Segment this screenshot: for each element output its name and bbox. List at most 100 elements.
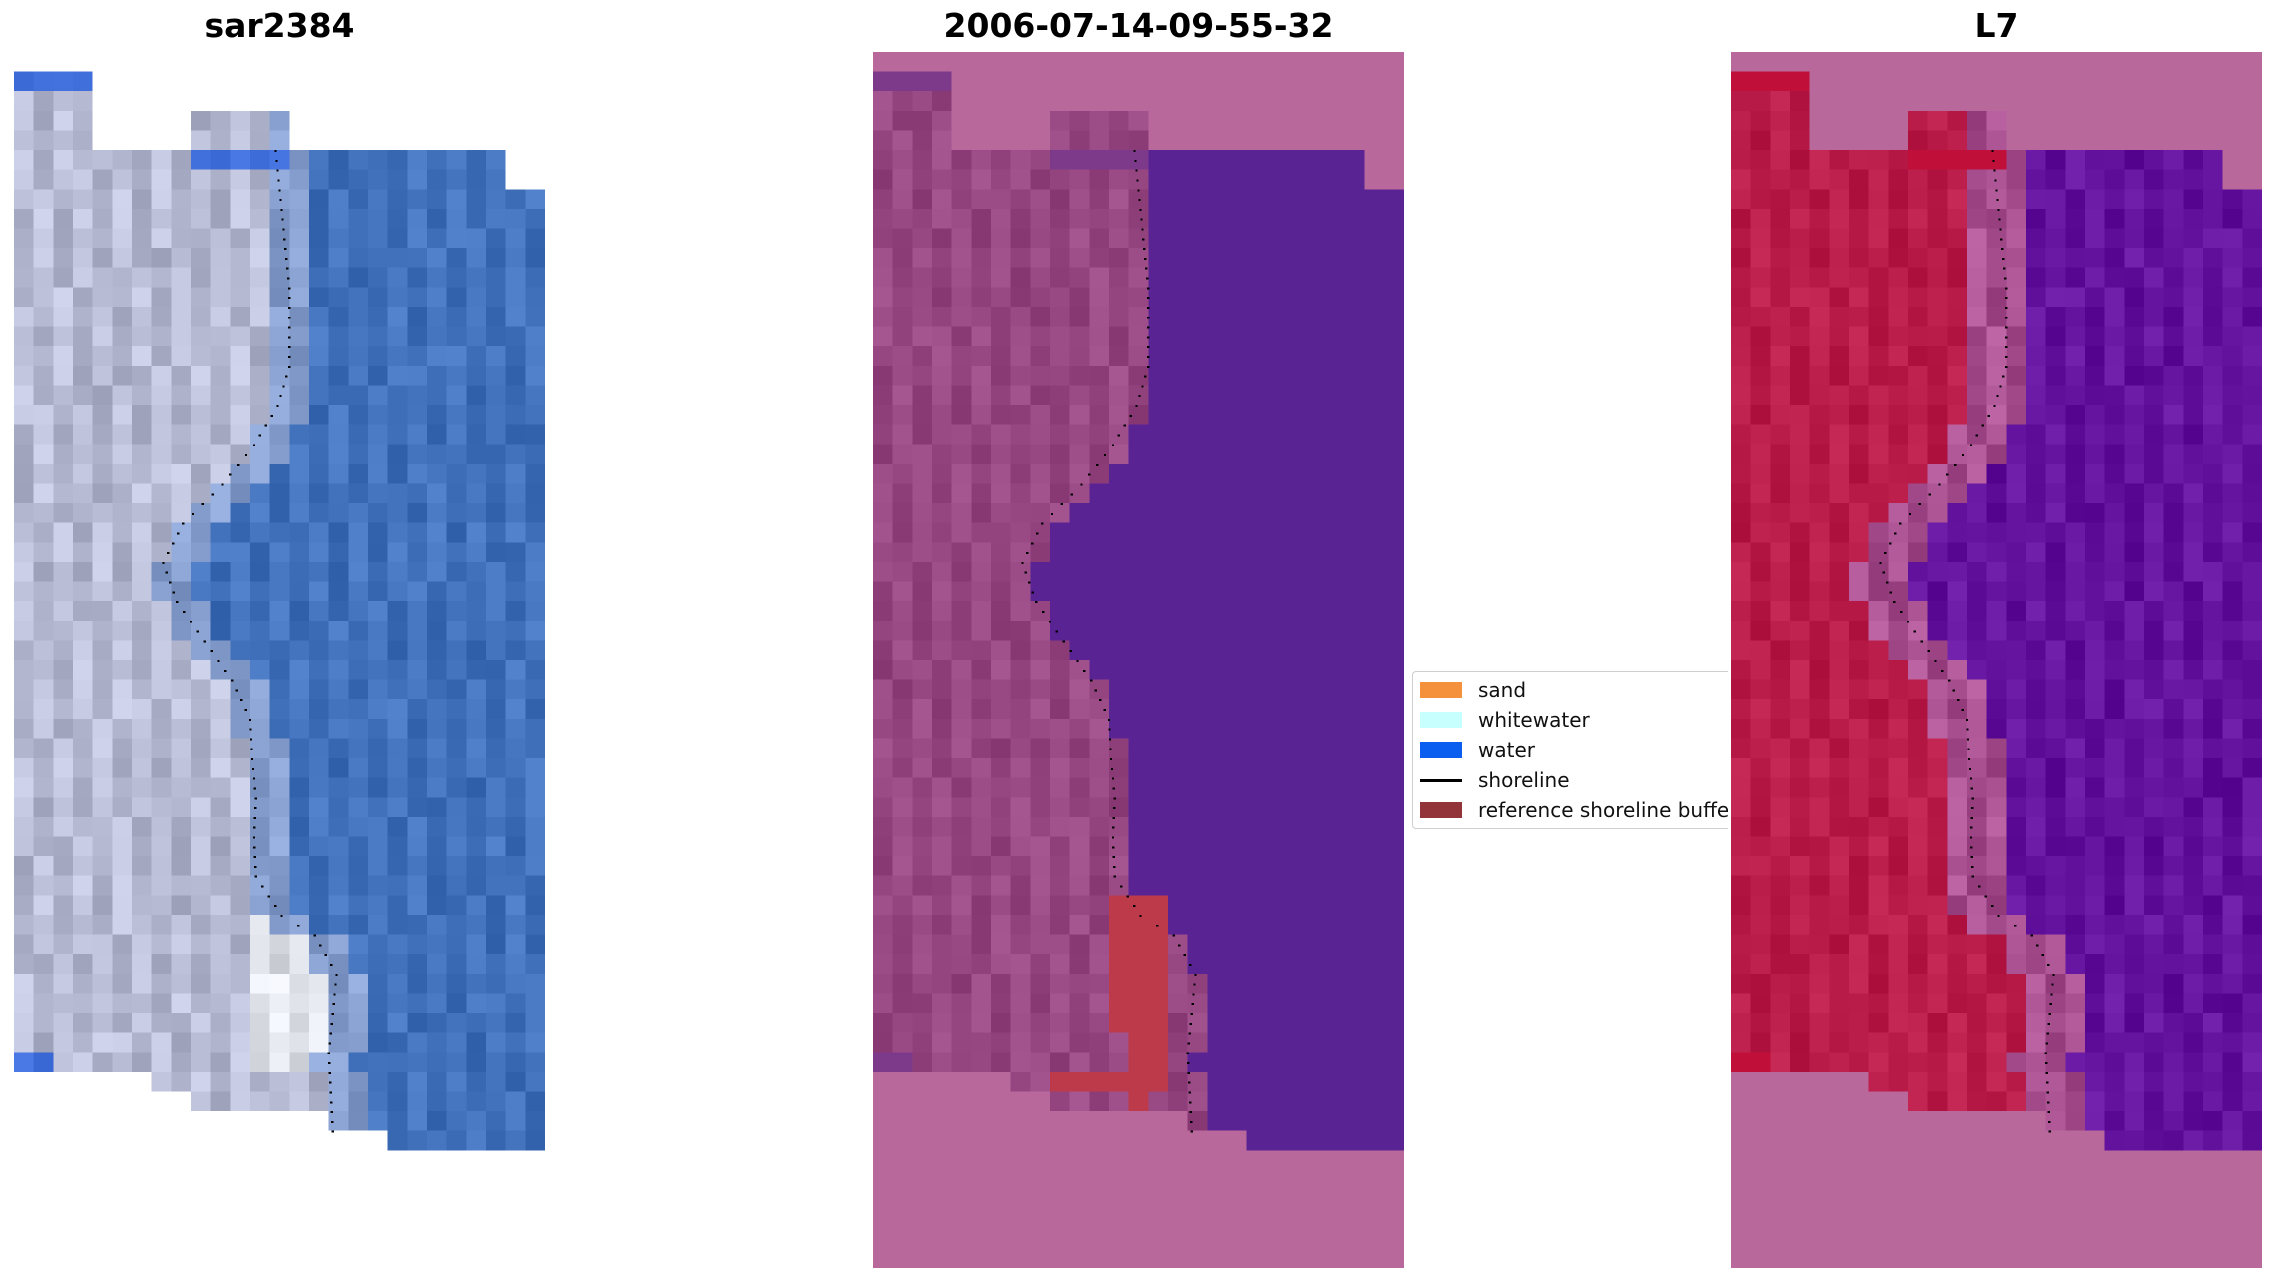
pixel bbox=[14, 189, 34, 209]
pixel bbox=[466, 856, 486, 876]
pixel bbox=[2183, 522, 2203, 543]
pixel bbox=[269, 660, 290, 680]
pixel bbox=[1849, 424, 1869, 445]
pixel bbox=[1908, 679, 1928, 700]
pixel bbox=[1364, 346, 1385, 366]
pixel bbox=[1790, 463, 1810, 484]
pixel bbox=[1010, 1071, 1031, 1092]
pixel bbox=[1384, 326, 1404, 347]
pixel bbox=[2006, 797, 2026, 817]
pixel bbox=[2065, 405, 2085, 425]
pixel bbox=[1187, 934, 1208, 955]
pixel bbox=[1888, 503, 1908, 523]
shoreline-dot bbox=[288, 356, 291, 358]
pixel bbox=[1207, 503, 1227, 523]
pixel bbox=[1207, 816, 1227, 837]
pixel bbox=[1128, 503, 1149, 523]
pixel bbox=[269, 836, 290, 857]
pixel bbox=[1128, 405, 1149, 425]
pixel bbox=[2006, 816, 2026, 837]
pixel bbox=[112, 1052, 132, 1072]
pixel bbox=[2085, 346, 2105, 366]
pixel bbox=[407, 189, 427, 209]
pixel bbox=[991, 189, 1011, 209]
pixel bbox=[525, 483, 545, 504]
pixel bbox=[1888, 895, 1908, 915]
pixel bbox=[1325, 699, 1345, 719]
pixel bbox=[1947, 522, 1967, 543]
pixel bbox=[73, 718, 93, 739]
pixel bbox=[1829, 189, 1849, 209]
pixel bbox=[407, 522, 427, 543]
pixel bbox=[2144, 816, 2164, 837]
shoreline-dot bbox=[258, 434, 262, 437]
pixel bbox=[387, 856, 408, 876]
shoreline-dot bbox=[285, 257, 288, 260]
pixel bbox=[2124, 836, 2144, 857]
pixel bbox=[2026, 620, 2046, 641]
pixel bbox=[33, 954, 54, 974]
pixel bbox=[427, 1013, 447, 1033]
pixel bbox=[2203, 797, 2223, 817]
pixel bbox=[1089, 1091, 1109, 1112]
pixel bbox=[112, 326, 132, 347]
pixel bbox=[2124, 777, 2144, 798]
pixel bbox=[132, 1052, 152, 1072]
pixel bbox=[368, 581, 388, 602]
pixel bbox=[2045, 1071, 2066, 1092]
pixel bbox=[1809, 620, 1830, 641]
pixel bbox=[309, 248, 329, 268]
pixel bbox=[112, 169, 132, 190]
pixel bbox=[1325, 561, 1345, 582]
pixel bbox=[33, 620, 54, 641]
pixel bbox=[73, 934, 93, 955]
pixel bbox=[151, 934, 172, 955]
shoreline-dot bbox=[1190, 1013, 1193, 1015]
pixel bbox=[1089, 130, 1109, 151]
pixel bbox=[289, 444, 309, 464]
pixel bbox=[1227, 228, 1247, 249]
pixel bbox=[1947, 1052, 1967, 1072]
pixel bbox=[466, 150, 486, 170]
pixel bbox=[525, 385, 545, 406]
pixel bbox=[1384, 365, 1404, 386]
pixel bbox=[1187, 326, 1208, 347]
legend-label: shoreline bbox=[1478, 768, 1570, 792]
pixel bbox=[505, 1052, 526, 1072]
pixel bbox=[1246, 993, 1267, 1014]
pixel bbox=[53, 914, 73, 935]
pixel bbox=[387, 1130, 408, 1151]
pixel bbox=[1109, 130, 1129, 151]
pixel bbox=[387, 228, 408, 249]
pixel bbox=[1246, 424, 1267, 445]
pixel bbox=[2006, 620, 2026, 641]
pixel bbox=[1829, 228, 1849, 249]
pixel bbox=[932, 130, 952, 151]
pixel bbox=[1888, 934, 1908, 955]
pixel bbox=[2203, 973, 2223, 994]
pixel bbox=[1089, 522, 1109, 543]
pixel bbox=[2026, 738, 2046, 759]
pixel bbox=[1908, 248, 1928, 268]
pixel bbox=[1849, 777, 1869, 798]
pixel bbox=[348, 581, 368, 602]
pixel bbox=[1050, 660, 1070, 680]
pixel bbox=[2183, 875, 2203, 896]
pixel bbox=[991, 660, 1011, 680]
pixel bbox=[210, 189, 231, 209]
pixel bbox=[250, 267, 270, 288]
pixel bbox=[932, 1052, 952, 1072]
shoreline-dot bbox=[1103, 709, 1106, 711]
pixel bbox=[1286, 306, 1306, 327]
pixel bbox=[191, 248, 211, 268]
pixel bbox=[2104, 601, 2125, 621]
pixel bbox=[1986, 738, 2007, 759]
pixel bbox=[348, 483, 368, 504]
shoreline-dot bbox=[2005, 326, 2008, 329]
pixel bbox=[151, 228, 172, 249]
pixel bbox=[1266, 797, 1286, 817]
pixel bbox=[1731, 522, 1751, 543]
pixel bbox=[191, 405, 211, 425]
pixel bbox=[932, 758, 952, 778]
pixel bbox=[1986, 601, 2007, 621]
